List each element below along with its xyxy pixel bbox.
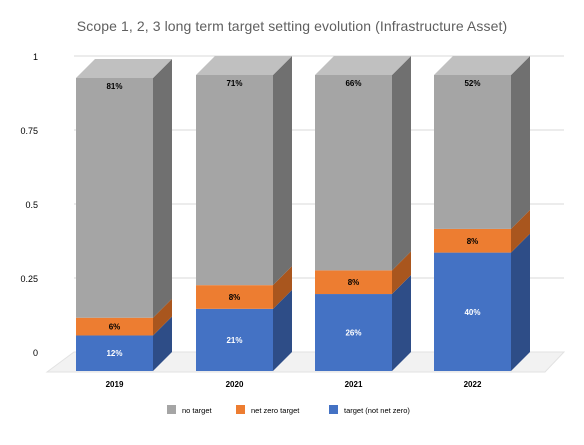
bar-front-face — [315, 270, 392, 295]
bar-side-face — [153, 298, 172, 336]
data-label: 21% — [226, 336, 242, 345]
data-label: 71% — [226, 79, 242, 88]
data-label: 40% — [464, 308, 480, 317]
x-tick-label: 2022 — [464, 380, 482, 389]
bar-segment — [434, 56, 530, 229]
bar-segment — [196, 266, 292, 309]
bar-segment — [315, 56, 411, 271]
y-axis: 0 0.25 0.5 0.75 1 — [20, 52, 38, 358]
legend: no target net zero target target (not net … — [167, 405, 410, 415]
bar-side-face — [511, 233, 530, 371]
bar-front-face — [196, 308, 273, 371]
bar-front-face — [76, 335, 153, 371]
x-axis: 2019 2020 2021 2022 — [106, 380, 482, 389]
bar-front-face — [315, 294, 392, 371]
chart-title: Scope 1, 2, 3 long term target setting e… — [76, 18, 508, 34]
bar-top-face — [196, 56, 292, 75]
legend-item: net zero target — [236, 405, 300, 415]
bar-side-face — [511, 56, 530, 229]
bar-side-face — [392, 56, 411, 271]
y-tick-label: 0.5 — [25, 200, 38, 210]
bar-side-face — [511, 209, 530, 253]
bar-side-face — [392, 275, 411, 371]
data-label: 6% — [109, 323, 121, 332]
data-label: 52% — [464, 79, 480, 88]
data-label: 26% — [345, 329, 361, 338]
bar-segment — [196, 56, 292, 286]
bar-segment — [76, 316, 172, 371]
bar-front-face — [434, 228, 511, 253]
bar-side-face — [273, 56, 292, 286]
bar-segment — [76, 298, 172, 336]
bar-side-face — [273, 266, 292, 309]
data-label: 12% — [106, 349, 122, 358]
bar-segment — [315, 275, 411, 371]
bar-side-face — [153, 316, 172, 371]
x-tick-label: 2020 — [226, 380, 244, 389]
bar-front-face — [196, 75, 273, 286]
legend-item: target (not net zero) — [329, 405, 410, 415]
legend-swatch — [236, 405, 245, 414]
bar-side-face — [153, 58, 172, 318]
bar-segment — [315, 251, 411, 295]
data-label: 66% — [345, 79, 361, 88]
data-labels: 12% 6% 81% 21% 8% 71% 26% 8% 66% 40% 8% 52% — [106, 79, 480, 358]
y-tick-label: 1 — [33, 52, 38, 62]
legend-swatch — [167, 405, 176, 414]
x-tick-label: 2021 — [345, 380, 363, 389]
legend-label: no target — [182, 406, 213, 415]
y-tick-label: 0 — [33, 348, 38, 358]
data-label: 81% — [106, 82, 122, 91]
bar-top-face — [434, 56, 530, 75]
bar-segment — [434, 233, 530, 371]
bar-front-face — [76, 317, 153, 336]
legend-swatch — [329, 405, 338, 414]
bar-front-face — [434, 252, 511, 371]
bar-segment — [76, 58, 172, 318]
legend-label: net zero target — [251, 406, 300, 415]
bar-front-face — [315, 75, 392, 271]
bar-top-face — [315, 56, 411, 75]
bar-front-face — [196, 285, 273, 309]
bar-side-face — [273, 289, 292, 371]
bar-front-face — [434, 75, 511, 229]
legend-item: no target — [167, 405, 213, 415]
bars — [76, 56, 530, 371]
bar-side-face — [392, 251, 411, 295]
bar-front-face — [76, 77, 153, 318]
data-label: 8% — [467, 237, 479, 246]
legend-label: target (not net zero) — [344, 406, 410, 415]
data-label: 8% — [348, 278, 360, 287]
data-label: 8% — [229, 293, 241, 302]
y-tick-label: 0.75 — [20, 126, 38, 136]
bar-segment — [434, 209, 530, 253]
bar-segment — [196, 289, 292, 371]
y-tick-label: 0.25 — [20, 274, 38, 284]
x-tick-label: 2019 — [106, 380, 124, 389]
bar-top-face — [76, 58, 172, 78]
